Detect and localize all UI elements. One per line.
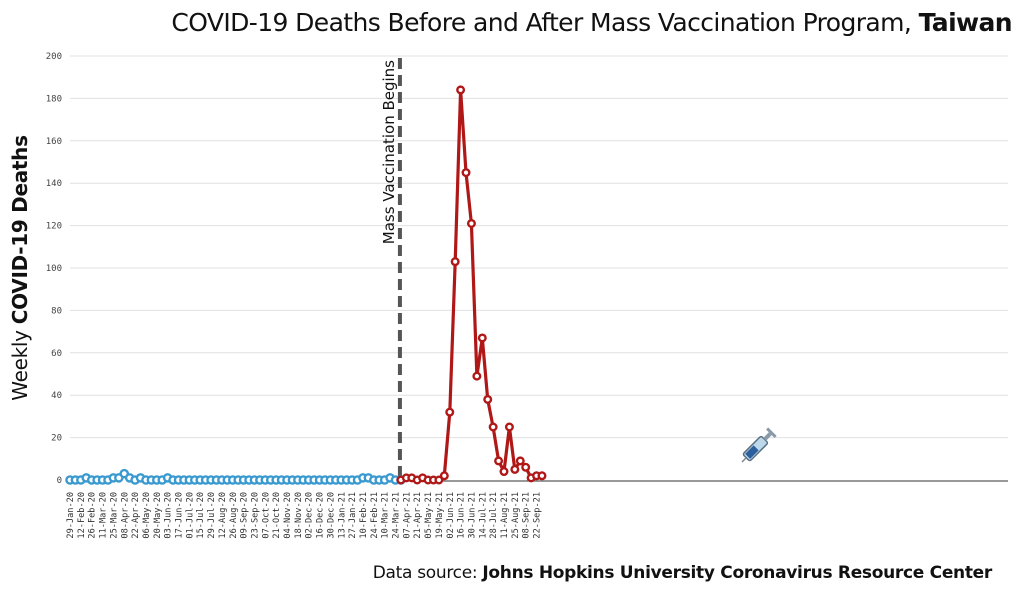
x-tick-label: 22-Sep-21 [533, 492, 543, 539]
x-tick-label: 07-Apr-21 [402, 492, 412, 539]
data-point [504, 422, 514, 432]
y-tick-label: 180 [46, 94, 62, 104]
chart-title-text: COVID-19 Deaths Before and After Mass Va… [171, 8, 919, 37]
x-tick-label: 18-Nov-20 [294, 492, 304, 539]
chart-title-country: Taiwan [918, 8, 1013, 37]
syringe-icon [741, 427, 777, 463]
y-tick-label: 80 [51, 306, 62, 316]
data-point [456, 85, 466, 95]
x-tick-label: 09-Sep-20 [240, 492, 250, 539]
y-tick-label: 40 [51, 391, 62, 401]
x-tick-label: 13-Jan-21 [337, 492, 347, 539]
x-tick-label: 15-Jul-20 [196, 492, 206, 539]
x-tick-label: 04-Nov-20 [283, 492, 293, 539]
vaccination-label: Mass Vaccination Begins [380, 60, 398, 244]
data-point [466, 218, 476, 228]
x-tick-label: 22-Apr-20 [131, 492, 141, 539]
data-point [472, 371, 482, 381]
x-tick-label: 05-May-21 [424, 492, 434, 539]
x-tick-label: 25-Aug-21 [511, 492, 521, 539]
x-tick-label: 12-Aug-20 [218, 492, 228, 539]
x-tick-label: 11-Aug-21 [500, 492, 510, 539]
data-point [483, 394, 493, 404]
x-tick-label: 28-Jul-21 [489, 492, 499, 539]
x-tick-label: 20-May-20 [153, 492, 163, 539]
x-tick-label: 01-Jul-20 [185, 492, 195, 539]
x-tick-label: 16-Jun-21 [457, 492, 467, 539]
x-tick-label: 02-Jun-21 [446, 492, 456, 539]
grid-lines [70, 55, 1008, 482]
x-tick-label: 23-Sep-20 [250, 492, 260, 539]
x-tick-label: 17-Jun-20 [175, 492, 185, 539]
y-axis-ticks: 0 20 40 60 80 100 120 140 160 180 200 [46, 52, 62, 486]
x-tick-label: 24-Feb-21 [370, 492, 380, 539]
y-tick-label: 120 [46, 222, 62, 232]
x-tick-label: 12-Feb-20 [77, 492, 87, 539]
y-tick-label: 200 [46, 52, 62, 62]
data-point [537, 471, 547, 481]
data-point [494, 456, 504, 466]
y-tick-label: 100 [46, 264, 62, 274]
x-tick-label: 26-Aug-20 [229, 492, 239, 539]
x-axis-ticks: 29-Jan-20 12-Feb-20 26-Feb-20 11-Mar-20 25-M… [66, 492, 543, 539]
footer-prefix: Data source: [372, 563, 483, 583]
x-tick-label: 07-Oct-20 [261, 492, 271, 539]
x-tick-label: 02-Dec-20 [305, 492, 315, 539]
x-tick-label: 10-Mar-21 [381, 492, 391, 539]
footer-source: Johns Hopkins University Coronavirus Res… [482, 563, 992, 583]
x-tick-label: 29-Jan-20 [66, 492, 76, 539]
vaccination-marker: Mass Vaccination Begins [380, 58, 402, 480]
data-point [461, 168, 471, 178]
data-point [499, 467, 509, 477]
y-tick-label: 160 [46, 137, 62, 147]
x-tick-label: 25-Mar-20 [109, 492, 119, 539]
data-source-footer: Data source: Johns Hopkins University Co… [0, 563, 1024, 583]
y-tick-label: 0 [57, 476, 62, 486]
x-tick-label: 30-Dec-20 [326, 492, 336, 539]
x-tick-label: 11-Mar-20 [99, 492, 109, 539]
data-point [439, 471, 449, 481]
series-lines [65, 85, 547, 485]
y-tick-label: 140 [46, 179, 62, 189]
x-tick-label: 06-May-20 [142, 492, 152, 539]
x-tick-label: 30-Jun-21 [467, 492, 477, 539]
x-tick-label: 29-Jul-20 [207, 492, 217, 539]
data-point [445, 407, 455, 417]
data-point [515, 456, 525, 466]
x-tick-label: 19-May-21 [435, 492, 445, 539]
x-tick-label: 21-Oct-20 [272, 492, 282, 539]
x-tick-label: 08-Apr-20 [120, 492, 130, 539]
x-tick-label: 21-Apr-21 [413, 492, 423, 539]
x-tick-label: 24-Mar-21 [392, 492, 402, 539]
x-tick-label: 16-Dec-20 [316, 492, 326, 539]
x-tick-label: 14-Jul-21 [478, 492, 488, 539]
y-tick-label: 20 [51, 434, 62, 444]
data-point [450, 257, 460, 267]
x-tick-label: 26-Feb-20 [88, 492, 98, 539]
data-point [488, 422, 498, 432]
series-after-vaccination [396, 85, 547, 485]
chart-title: COVID-19 Deaths Before and After Mass Va… [0, 8, 1024, 37]
x-tick-label: 10-Feb-21 [359, 492, 369, 539]
y-tick-label: 60 [51, 349, 62, 359]
x-tick-label: 08-Sep-21 [522, 492, 532, 539]
x-tick-label: 27-Jan-21 [348, 492, 358, 539]
series-before-vaccination [65, 468, 406, 485]
data-point [434, 475, 444, 485]
data-point [521, 462, 531, 472]
data-point [477, 333, 487, 343]
x-tick-label: 03-Jun-20 [164, 492, 174, 539]
data-point [510, 464, 520, 474]
